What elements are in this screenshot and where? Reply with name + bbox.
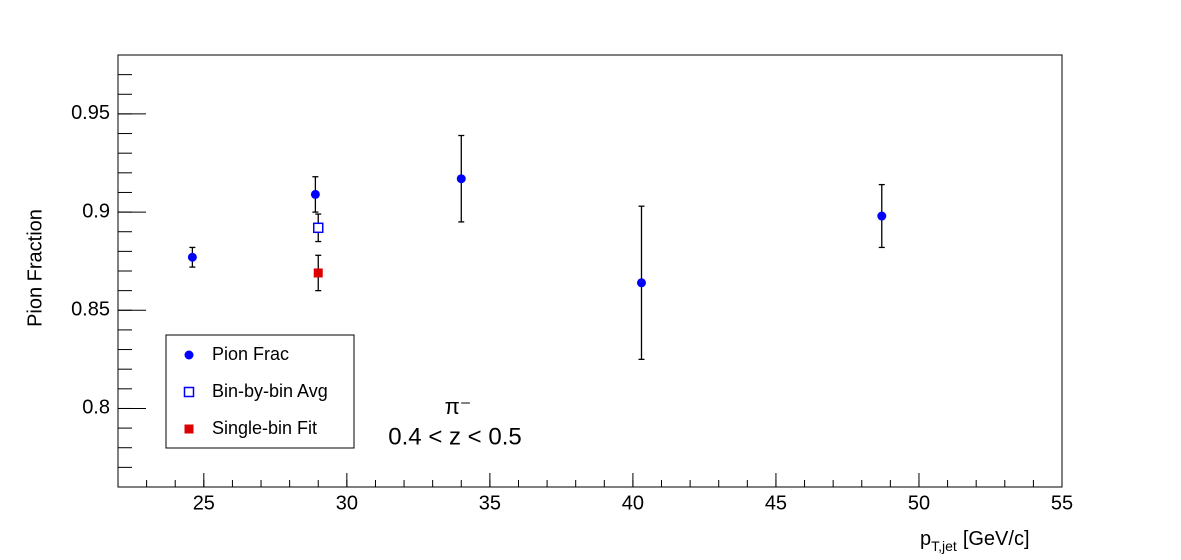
x-tick-label: 50 bbox=[908, 492, 930, 514]
point bbox=[313, 268, 323, 278]
x-label-main: p bbox=[920, 528, 931, 550]
legend-label: Bin-by-bin Avg bbox=[212, 381, 328, 401]
point bbox=[312, 222, 324, 234]
x-tick-label: 45 bbox=[765, 492, 787, 514]
x-tick-label: 35 bbox=[479, 492, 501, 514]
point bbox=[310, 189, 320, 199]
y-tick-label: 0.95 bbox=[71, 102, 110, 124]
x-tick-label: 25 bbox=[193, 492, 215, 514]
x-tick-label: 40 bbox=[622, 492, 644, 514]
y-tick-label: 0.85 bbox=[71, 299, 110, 321]
annotation: 0.4 < z < 0.5 bbox=[388, 423, 521, 450]
point bbox=[877, 211, 887, 221]
legend-label: Pion Frac bbox=[212, 344, 289, 364]
y-tick-label: 0.8 bbox=[82, 397, 110, 419]
annotation: π⁻ bbox=[445, 394, 472, 419]
x-axis-label: pT,jet [GeV/c] bbox=[920, 528, 1030, 553]
x-tick-label: 30 bbox=[336, 492, 358, 514]
point bbox=[187, 252, 197, 262]
point bbox=[636, 278, 646, 288]
x-label-unit: [GeV/c] bbox=[963, 528, 1030, 550]
x-label-sub: T,jet bbox=[931, 538, 957, 554]
legend-box bbox=[165, 334, 355, 449]
legend-marker bbox=[184, 424, 194, 434]
x-tick-label: 55 bbox=[1051, 492, 1073, 514]
legend-label: Single-bin Fit bbox=[212, 418, 317, 438]
point bbox=[456, 174, 466, 184]
legend-marker bbox=[183, 386, 195, 398]
y-tick-label: 0.9 bbox=[82, 200, 110, 222]
y-axis-label: Pion Fraction bbox=[24, 209, 46, 327]
legend-marker bbox=[184, 350, 194, 360]
